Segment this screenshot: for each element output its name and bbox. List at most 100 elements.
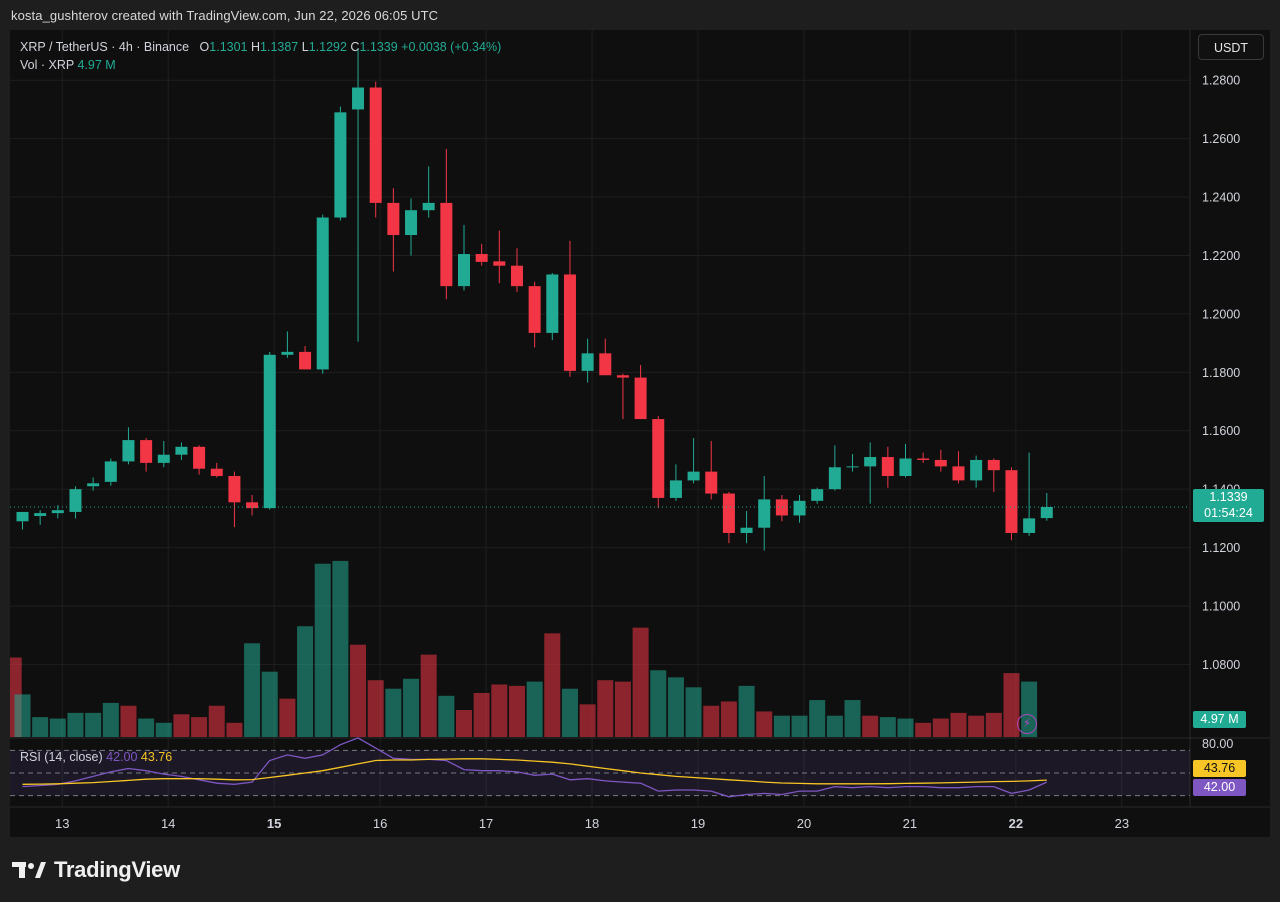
candle-body [246, 502, 259, 509]
candle-body [793, 500, 806, 516]
candle-body [334, 112, 347, 218]
candle-body [634, 377, 647, 420]
candle-body [616, 375, 629, 378]
candle-body [705, 471, 718, 494]
x-tick-label: 20 [797, 816, 811, 831]
volume-bar [614, 681, 631, 737]
candle-body [758, 499, 771, 528]
candle-body [1040, 506, 1053, 519]
volume-bar [915, 722, 932, 737]
candle-body [970, 459, 983, 481]
rsi-ma-tag: 43.76 [1193, 760, 1246, 777]
candle-body [846, 466, 859, 468]
volume-bar [561, 688, 578, 737]
high-value: 1.1387 [260, 40, 299, 54]
volume-bar [720, 701, 737, 737]
volume-bar [244, 643, 261, 737]
volume-label: Vol · XRP [20, 58, 74, 72]
volume-bar [597, 680, 614, 737]
candle-body [952, 466, 965, 481]
volume-bar [773, 715, 790, 737]
y-tick-label: 1.1600 [1202, 424, 1240, 438]
low-label: L [301, 40, 309, 54]
volume-bar [897, 718, 914, 737]
x-tick-label: 16 [373, 816, 387, 831]
volume-bar [314, 563, 331, 737]
rsi-value-tag: 42.00 [1193, 779, 1246, 796]
candle-body [122, 440, 135, 462]
volume-value: 4.97 M [77, 58, 116, 72]
volume-bar [14, 694, 31, 737]
candle-body [740, 527, 753, 533]
volume-bar [279, 698, 296, 737]
volume-bar [350, 644, 367, 737]
candle-body [917, 458, 930, 460]
volume-bar [173, 714, 190, 737]
candle-body [687, 471, 700, 481]
candle-body [546, 274, 559, 333]
volume-bar [420, 654, 437, 737]
volume-bar [826, 715, 843, 737]
candle-body [193, 446, 206, 469]
x-tick-label: 23 [1115, 816, 1129, 831]
close-label: C [350, 40, 360, 54]
candle-body [157, 454, 170, 463]
change-value: +0.0038 (+0.34%) [401, 40, 502, 54]
volume-bar [208, 705, 225, 737]
candle-body [669, 480, 682, 498]
candle-body [934, 459, 947, 467]
volume-legend: Vol · XRP 4.97 M [20, 58, 116, 72]
candle-body [228, 476, 241, 503]
volume-bar [738, 685, 755, 737]
price-chart[interactable]: 1.2800 1.2600 1.2400 1.2200 1.2000 1.1800 1.16… [10, 30, 1270, 837]
candle-body [281, 351, 294, 355]
x-tick-label: 14 [161, 816, 175, 831]
y-tick-label: 1.0800 [1202, 658, 1240, 672]
candle-body [299, 351, 312, 370]
high-label: H [250, 40, 261, 54]
candle-body [16, 511, 29, 522]
candle-body [899, 458, 912, 477]
rsi-value: 42.00 [106, 750, 138, 764]
candle-body [263, 354, 276, 509]
volume-bar [879, 717, 896, 737]
candle-body [881, 457, 894, 477]
candle-body [140, 440, 153, 463]
volume-bar [155, 722, 172, 737]
candle-body [475, 254, 488, 262]
volume-bar [120, 705, 137, 737]
rsi-ma-line [22, 758, 1047, 785]
volume-bar [191, 717, 208, 737]
volume-bar [508, 685, 525, 737]
candle-body [528, 286, 541, 333]
currency-button[interactable]: USDT [1198, 34, 1264, 60]
candle-body [599, 353, 612, 376]
y-tick-label: 1.1000 [1202, 600, 1240, 614]
rsi-label: RSI (14, close) [20, 750, 103, 764]
chart-area[interactable]: 1.2800 1.2600 1.2400 1.2200 1.2000 1.1800 1.16… [10, 30, 1270, 837]
volume-bar [862, 715, 879, 737]
volume-bar [261, 671, 278, 737]
candle-body [352, 87, 365, 110]
volume-bar [491, 684, 508, 737]
y-tick-label: 1.2800 [1202, 74, 1240, 88]
y-tick-label: 1.2200 [1202, 249, 1240, 263]
x-tick-label: 19 [691, 816, 705, 831]
tradingview-logo-icon [12, 862, 46, 878]
volume-bar [1003, 673, 1020, 737]
x-tick-label: 18 [585, 816, 599, 831]
candle-body [987, 459, 1000, 471]
bar-countdown: 01:54:24 [1204, 505, 1253, 520]
candle-body [422, 202, 435, 211]
volume-bar [367, 680, 384, 737]
candle-body [811, 489, 824, 501]
rsi-legend: RSI (14, close) 42.00 43.76 [20, 750, 172, 764]
candle-body [775, 499, 788, 516]
volume-bar [703, 705, 720, 737]
volume-bar [650, 670, 667, 737]
volume-bar [138, 718, 155, 737]
lightning-icon[interactable]: ⚡ [1017, 714, 1037, 734]
volume-bar [579, 704, 596, 737]
candle-body [175, 446, 188, 455]
candle-body [864, 457, 877, 467]
